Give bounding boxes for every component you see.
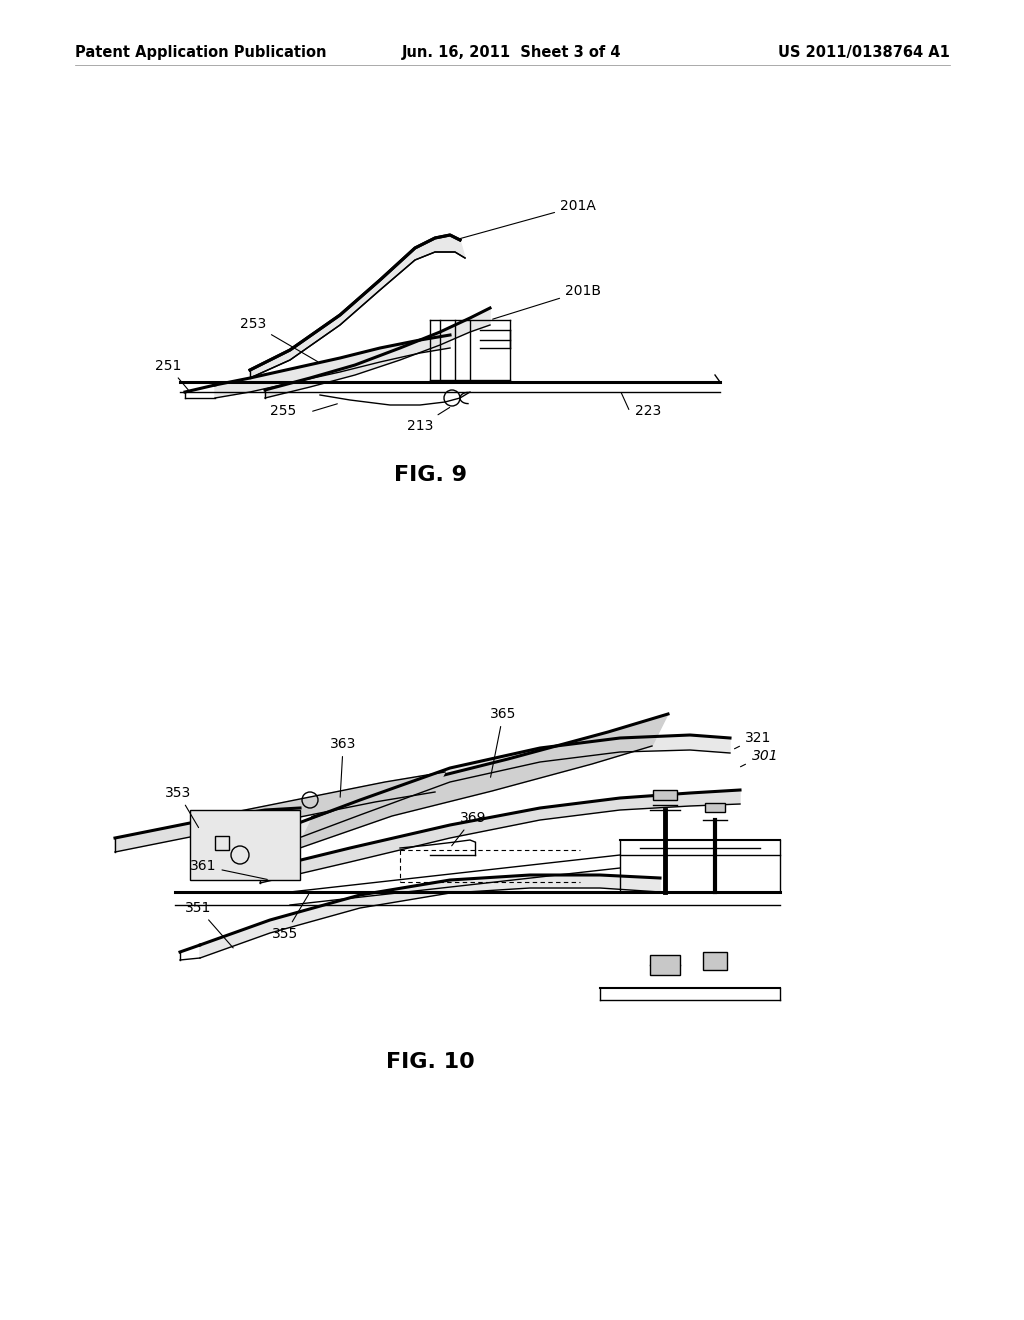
Text: FIG. 9: FIG. 9 xyxy=(393,465,467,484)
Text: 251: 251 xyxy=(155,359,188,389)
Text: 253: 253 xyxy=(240,317,317,362)
Text: Jun. 16, 2011  Sheet 3 of 4: Jun. 16, 2011 Sheet 3 of 4 xyxy=(402,45,622,59)
Bar xyxy=(650,954,680,975)
Bar xyxy=(653,789,677,800)
Text: Patent Application Publication: Patent Application Publication xyxy=(75,45,327,59)
Bar xyxy=(703,952,727,970)
Text: 365: 365 xyxy=(490,708,516,777)
Polygon shape xyxy=(115,808,300,851)
Text: 255: 255 xyxy=(270,404,296,418)
Polygon shape xyxy=(200,875,660,958)
Text: 351: 351 xyxy=(185,902,233,948)
Text: FIG. 10: FIG. 10 xyxy=(386,1052,474,1072)
Polygon shape xyxy=(260,789,740,883)
Polygon shape xyxy=(265,308,490,399)
Text: US 2011/0138764 A1: US 2011/0138764 A1 xyxy=(778,45,950,59)
Text: 301: 301 xyxy=(752,748,778,763)
Polygon shape xyxy=(225,772,445,832)
Text: 355: 355 xyxy=(272,895,308,941)
Text: 363: 363 xyxy=(330,737,356,797)
Text: 361: 361 xyxy=(190,859,267,879)
Polygon shape xyxy=(297,714,668,849)
Text: 369: 369 xyxy=(452,810,486,846)
Text: 223: 223 xyxy=(635,404,662,418)
Bar xyxy=(215,836,229,850)
Bar xyxy=(705,803,725,812)
Text: 213: 213 xyxy=(407,408,450,433)
Text: 353: 353 xyxy=(165,785,199,828)
Text: 201B: 201B xyxy=(493,284,601,319)
Polygon shape xyxy=(280,735,730,845)
Polygon shape xyxy=(215,335,450,399)
Text: 201A: 201A xyxy=(458,199,596,239)
Text: 321: 321 xyxy=(745,731,771,744)
Polygon shape xyxy=(250,235,465,378)
Bar xyxy=(190,810,300,880)
